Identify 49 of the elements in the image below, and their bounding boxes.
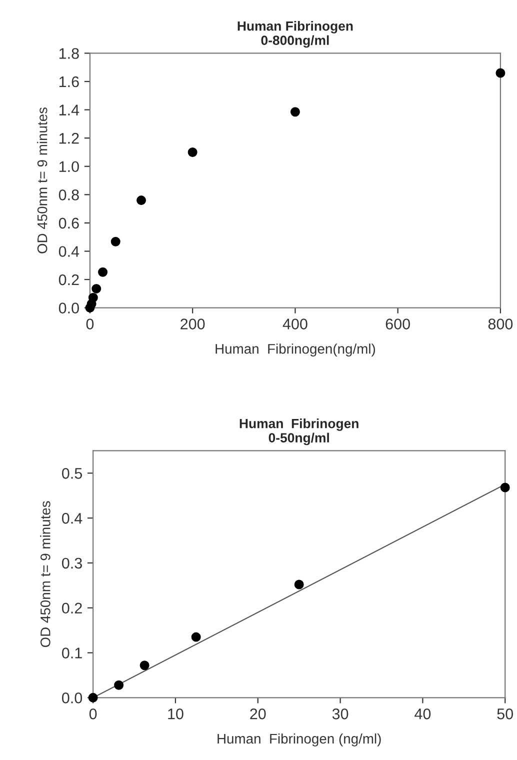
x-tick-label: 0 — [89, 708, 97, 720]
point — [188, 147, 198, 157]
point — [114, 680, 124, 690]
x-tick-label: 10 — [168, 708, 184, 720]
x-tick-label: 200 — [180, 318, 205, 330]
point — [92, 284, 102, 294]
y-tick-label: 0.6 — [58, 218, 79, 229]
x-tick-label: 40 — [414, 708, 431, 720]
point — [496, 68, 506, 78]
y-tick-label: 0.2 — [58, 274, 79, 286]
y-axis-title: OD 450nm t= 9 minutes — [40, 501, 50, 648]
point — [88, 692, 98, 702]
chart-subtitle: 0-800ng/ml — [261, 35, 329, 48]
chart-title: Human Fibrinogen — [240, 418, 358, 431]
point — [140, 660, 150, 670]
y-tick-label: 0.3 — [62, 558, 82, 569]
y-tick-label: 0.1 — [62, 648, 82, 658]
x-tick-label: 400 — [282, 318, 308, 330]
x-tick-label: 0 — [86, 318, 94, 330]
y-tick-label: 1.6 — [59, 76, 79, 88]
point — [88, 292, 98, 302]
y-tick-label: 0.5 — [62, 468, 82, 479]
chart-title: Human Fibrinogen — [238, 21, 353, 34]
point — [98, 267, 108, 277]
y-tick-label: 1.8 — [59, 48, 79, 59]
y-tick-label: 0.4 — [58, 246, 80, 257]
y-tick-label: 1.2 — [59, 132, 79, 144]
chart-subtitle: 0-50ng/ml — [268, 432, 329, 446]
x-tick-label: 600 — [386, 318, 410, 330]
point — [191, 632, 201, 642]
y-tick-label: 1.4 — [59, 104, 80, 116]
x-axis-title: Human Fibrinogen(ng/ml) — [216, 344, 376, 357]
y-axis-title: OD 450nm t= 9 minutes — [37, 107, 48, 254]
x-tick-label: 50 — [497, 708, 514, 720]
y-tick-label: 0.0 — [62, 692, 82, 704]
point — [290, 107, 300, 117]
y-tick-label: 1.0 — [59, 161, 79, 172]
y-tick-label: 0.2 — [62, 602, 82, 614]
y-tick-label: 0.8 — [58, 190, 79, 200]
x-axis-title: Human Fibrinogen (ng/ml) — [218, 733, 381, 746]
x-tick-label: 800 — [488, 318, 513, 330]
x-tick-label: 20 — [250, 708, 266, 720]
point — [136, 196, 146, 206]
y-tick-label: 0.0 — [58, 302, 79, 314]
y-tick-label: 0.4 — [62, 512, 82, 524]
point — [500, 482, 510, 492]
point — [294, 580, 304, 590]
x-tick-label: 30 — [332, 708, 348, 720]
point — [110, 236, 120, 246]
